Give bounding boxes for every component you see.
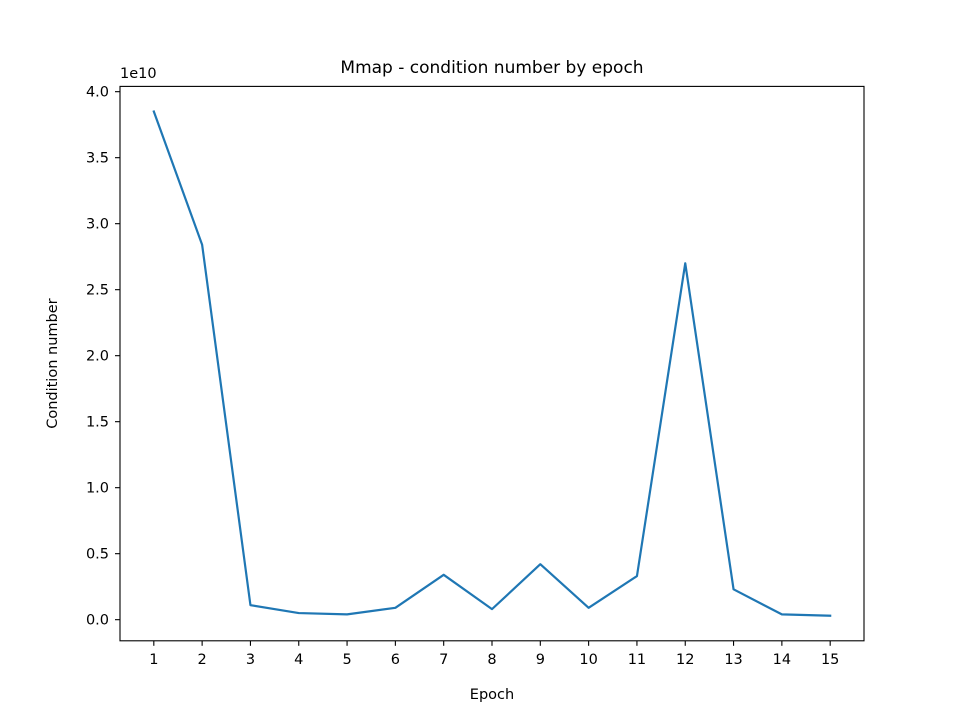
x-tick-label: 8 bbox=[487, 652, 496, 668]
x-tick-label: 15 bbox=[821, 652, 839, 668]
x-axis-label: Epoch bbox=[470, 687, 514, 703]
y-tick-label: 4.0 bbox=[86, 85, 109, 101]
x-tick-label: 11 bbox=[628, 652, 646, 668]
x-tick-label: 14 bbox=[773, 652, 791, 668]
y-axis: 0.0 0.5 1.0 1.5 2.0 2.5 3.0 3.5 4.0 bbox=[86, 85, 120, 629]
x-tick-label: 4 bbox=[294, 652, 303, 668]
x-tick-label: 5 bbox=[342, 652, 351, 668]
plot-area: 1 2 3 4 5 6 7 8 9 10 11 12 13 14 15 0.00.51.01.52.02.5… bbox=[86, 85, 865, 668]
x-tick-label: 10 bbox=[579, 652, 597, 668]
y-tick-label: 0.0 bbox=[86, 613, 109, 629]
y-axis-offset-label: 1e10 bbox=[120, 66, 157, 82]
y-tick-label: 1.0 bbox=[86, 481, 109, 497]
x-tick-label: 9 bbox=[536, 652, 545, 668]
chart-title: Mmap - condition number by epoch bbox=[340, 58, 643, 78]
x-axis: 1 2 3 4 5 6 7 8 9 10 11 12 13 14 15 bbox=[149, 640, 839, 668]
x-tick-label: 3 bbox=[246, 652, 255, 668]
y-axis-label: Condition number bbox=[45, 298, 61, 428]
x-tick-label: 13 bbox=[724, 652, 742, 668]
y-tick-label: 3.0 bbox=[86, 217, 109, 233]
y-tick-label: 2.5 bbox=[86, 283, 109, 299]
x-tick-label: 6 bbox=[391, 652, 400, 668]
x-tick-label: 1 bbox=[149, 652, 158, 668]
x-tick-label: 2 bbox=[198, 652, 207, 668]
y-tick-label: 3.5 bbox=[86, 151, 109, 167]
y-tick-label: 2.0 bbox=[86, 349, 109, 365]
x-tick-label: 12 bbox=[676, 652, 694, 668]
x-tick-label: 7 bbox=[439, 652, 448, 668]
series-layer bbox=[152, 110, 832, 617]
y-tick-label: 0.5 bbox=[86, 547, 109, 563]
y-tick-label: 1.5 bbox=[86, 415, 109, 431]
series-line bbox=[152, 110, 832, 617]
